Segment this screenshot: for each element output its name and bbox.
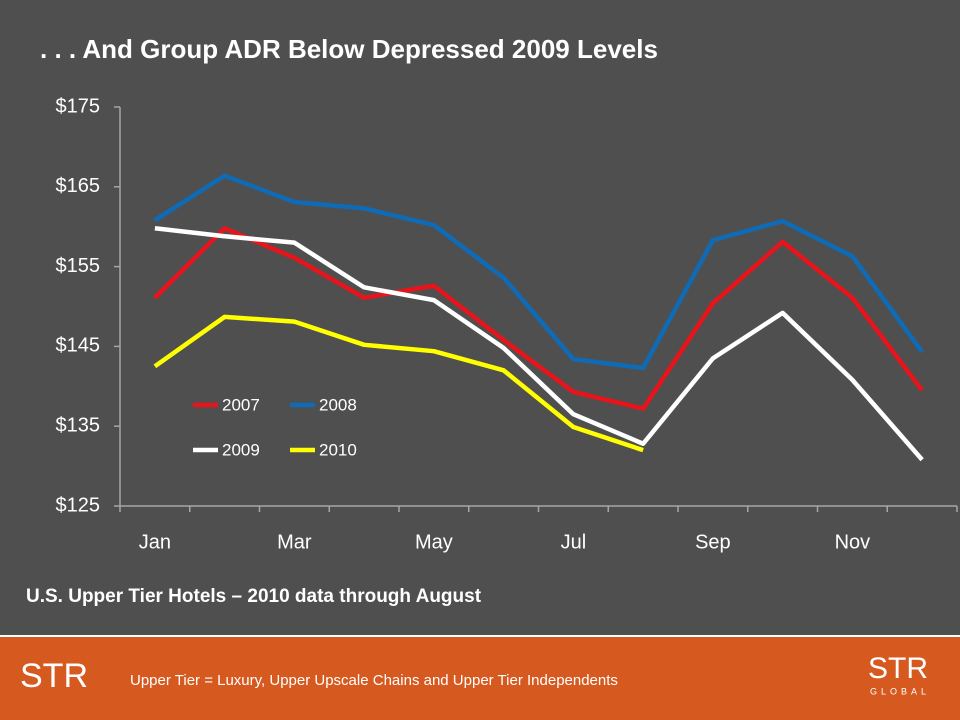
logo-right-sub: GLOBAL	[870, 686, 930, 696]
legend-label: 2007	[222, 395, 260, 414]
x-tick-label: Sep	[695, 531, 731, 553]
x-tick-label: May	[415, 531, 453, 553]
y-tick-label: $155	[56, 255, 101, 277]
x-tick-label: Jan	[139, 531, 171, 553]
x-tick-label: Mar	[277, 531, 312, 553]
y-tick-label: $135	[56, 414, 101, 436]
x-tick-label: Jul	[561, 531, 587, 553]
legend-label: 2010	[319, 440, 357, 459]
series-line	[153, 173, 924, 371]
y-tick-label: $165	[56, 175, 101, 197]
y-tick-label: $125	[56, 494, 101, 516]
legend-label: 2009	[222, 440, 260, 459]
chart-subtitle: U.S. Upper Tier Hotels – 2010 data throu…	[26, 586, 482, 607]
footer-note: Upper Tier = Luxury, Upper Upscale Chain…	[130, 672, 618, 689]
x-tick-label: Nov	[835, 531, 871, 553]
chart-title: . . . And Group ADR Below Depressed 2009…	[40, 34, 658, 64]
series-line	[154, 226, 924, 462]
y-tick-label: $175	[56, 95, 101, 117]
series-line	[153, 226, 924, 411]
footer-band	[0, 637, 960, 720]
series-line	[153, 314, 644, 453]
logo-right: STR	[868, 652, 928, 685]
y-tick-label: $145	[56, 335, 101, 357]
legend-label: 2008	[319, 395, 357, 414]
logo-left: STR	[20, 657, 88, 695]
